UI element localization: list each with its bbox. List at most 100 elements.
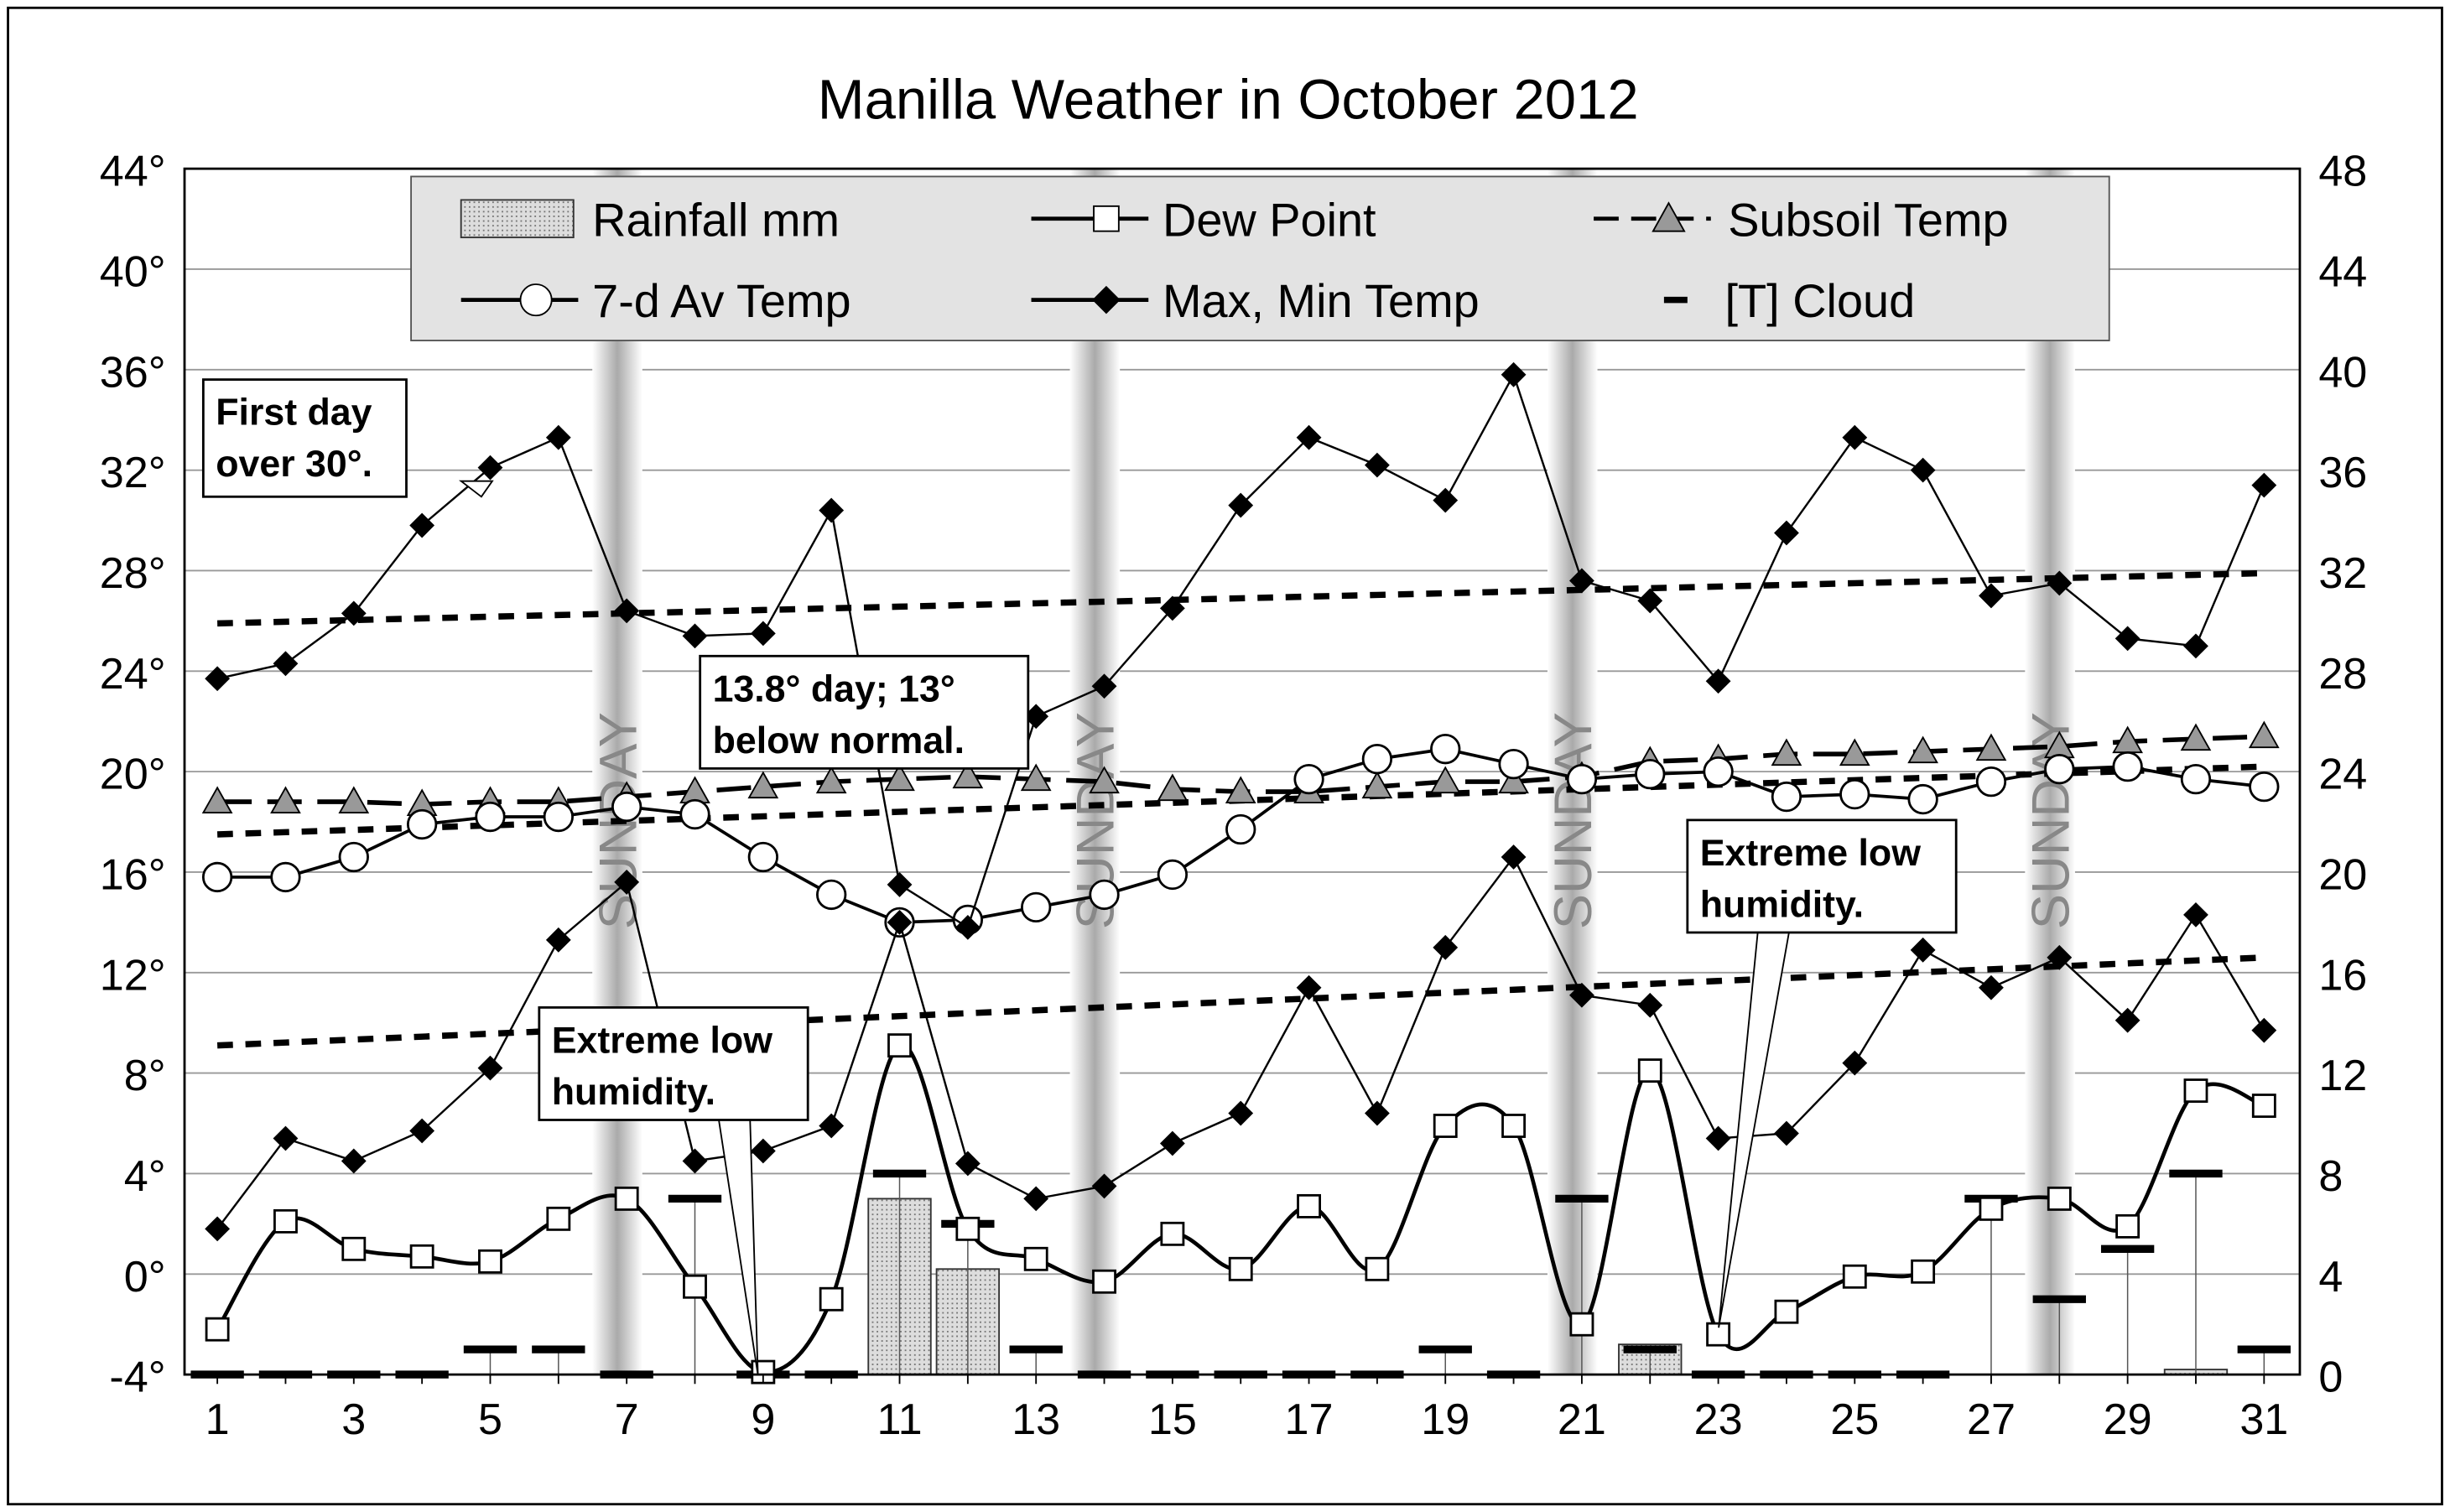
x-tick-label: 9 <box>751 1395 775 1444</box>
y-left-tick-label: 0° <box>124 1253 166 1302</box>
min-temp-marker <box>1569 982 1594 1008</box>
dew-point-marker <box>205 1317 230 1342</box>
plot-frame <box>183 167 2302 1376</box>
subsoil-point <box>1429 766 1461 794</box>
min-temp-marker <box>2047 944 2073 970</box>
min-temp-marker <box>273 1125 299 1151</box>
avg-temp-marker <box>1635 758 1666 790</box>
subsoil-point <box>952 761 984 789</box>
min-temp-marker <box>205 1216 231 1242</box>
dew-point-marker <box>614 1186 639 1211</box>
avg-temp-marker <box>270 861 301 893</box>
y-right-tick-label: 48 <box>2318 148 2367 196</box>
avg-temp-marker <box>543 801 574 833</box>
dew-point-marker <box>1842 1264 1867 1289</box>
y-right-tick-label: 16 <box>2318 951 2367 1000</box>
max-temp-marker <box>1228 492 1254 518</box>
y-left-tick-label: 24° <box>100 650 166 699</box>
subsoil-point <box>270 786 301 814</box>
x-tick-label: 11 <box>876 1395 922 1444</box>
dew-point-marker <box>1160 1221 1185 1246</box>
x-tick-label: 13 <box>1012 1395 1060 1444</box>
avg-temp-marker <box>1430 734 1461 765</box>
subsoil-point <box>884 763 915 792</box>
max-temp-marker <box>1296 424 1322 450</box>
max-temp-marker <box>2047 570 2073 596</box>
dew-point-marker <box>1228 1256 1253 1281</box>
avg-temp-marker <box>1907 783 1938 815</box>
dew-point-marker <box>1365 1256 1390 1281</box>
min-temp-marker <box>477 1055 503 1081</box>
min-temp-marker <box>1979 974 2004 1000</box>
sunday-band <box>592 169 642 1375</box>
max-temp-marker <box>682 623 708 649</box>
avg-temp-marker <box>679 798 710 830</box>
dew-point-marker <box>887 1033 912 1058</box>
min-temp-marker <box>1023 1186 1049 1212</box>
legend-label: Max, Min Temp <box>1163 274 1480 327</box>
min-temp-marker <box>1774 1120 1799 1146</box>
max-temp-marker <box>545 424 571 450</box>
annotation-text: Extreme low <box>1700 833 1921 874</box>
legend-label: Dew Point <box>1163 193 1376 246</box>
avg-temp-marker <box>1021 891 1052 923</box>
x-tick-label: 1 <box>205 1395 230 1444</box>
legend-label: Rainfall mm <box>592 193 840 246</box>
min-temp-marker <box>1296 974 1322 1000</box>
max-temp-marker <box>955 914 981 940</box>
legend-label: [T] Cloud <box>1725 274 1916 327</box>
annotation-text: below normal. <box>713 720 965 761</box>
avg-temp-marker <box>1157 859 1189 891</box>
subsoil-point <box>2180 723 2212 751</box>
annotation-text: 13.8° day; 13° <box>713 668 955 709</box>
min-temp-marker <box>887 909 913 935</box>
annotation-text: over 30°. <box>216 444 372 485</box>
avg-temp-marker <box>1361 743 1393 775</box>
y-right-tick-label: 36 <box>2318 449 2367 497</box>
avg-temp-marker <box>2180 763 2212 795</box>
sunday-band <box>1069 169 1121 1375</box>
x-tick-label: 3 <box>341 1395 366 1444</box>
x-tick-label: 15 <box>1148 1395 1197 1444</box>
min-temp-marker <box>1433 934 1459 960</box>
max-temp-marker <box>750 621 776 647</box>
y-right-tick-label: 4 <box>2318 1253 2343 1302</box>
legend-label: Subsoil Temp <box>1728 193 2008 246</box>
min-temp-marker <box>1159 1130 1185 1156</box>
y-right-tick-label: 24 <box>2318 751 2367 799</box>
y-left-tick-label: -4° <box>109 1354 165 1402</box>
y-right-tick-label: 8 <box>2318 1152 2343 1201</box>
dew-point-marker <box>2115 1213 2140 1239</box>
min-temp-marker <box>1091 1173 1117 1199</box>
subsoil-point <box>1225 776 1256 804</box>
y-left-tick-label: 32° <box>100 449 166 497</box>
subsoil-point <box>1157 773 1189 802</box>
dew-point-marker <box>341 1236 367 1261</box>
dew-point-marker <box>1092 1269 1116 1294</box>
subsoil-point <box>1771 738 1802 766</box>
max-temp-marker <box>887 872 913 897</box>
dew-point-marker <box>1297 1193 1321 1218</box>
x-tick-label: 29 <box>2104 1395 2152 1444</box>
y-left-tick-label: 4° <box>124 1152 166 1201</box>
min-temp-marker <box>682 1148 708 1174</box>
max-temp-marker <box>1159 595 1185 621</box>
subsoil-point <box>2248 720 2280 749</box>
avg-temp-marker <box>1839 778 1870 810</box>
legend-circle-icon <box>519 283 553 317</box>
max-temp-marker <box>1023 704 1049 730</box>
legend-box <box>410 175 2110 341</box>
min-temp-marker <box>1705 1125 1731 1151</box>
y-left-tick-label: 44° <box>100 148 166 196</box>
max-temp-marker <box>2251 472 2277 498</box>
dew-point-marker <box>955 1216 981 1241</box>
legend-diamond-icon <box>1092 285 1121 314</box>
annotation-pointer <box>458 480 494 498</box>
dew-point-marker <box>1637 1058 1662 1083</box>
avg-temp-marker <box>338 841 369 873</box>
annotation-box <box>201 378 408 498</box>
min-temp-marker <box>1228 1100 1254 1126</box>
x-tick-label: 7 <box>615 1395 639 1444</box>
avg-temp-marker <box>1293 763 1324 795</box>
min-temp-marker <box>1637 992 1663 1018</box>
